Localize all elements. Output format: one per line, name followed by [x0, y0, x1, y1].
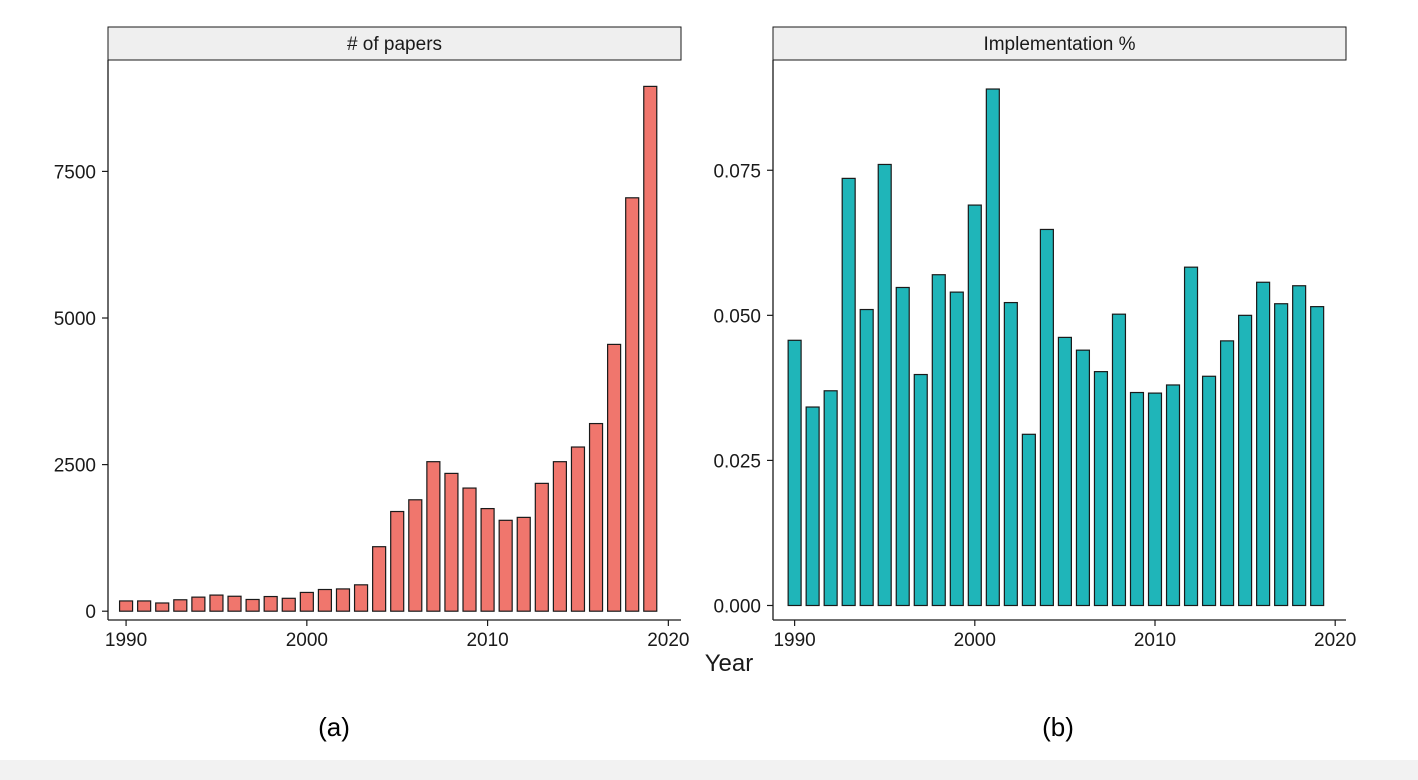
papers-bar-2017 [607, 343, 622, 612]
papers-bar-2000 [299, 591, 314, 612]
implementation-bar-2015 [1238, 314, 1253, 607]
implementation-panel: Implementation % 0.000 0.025 0.050 0.075 19… [713, 26, 1356, 742]
papers-bar-2019 [643, 85, 658, 612]
implementation-caption: (b) [1042, 712, 1074, 742]
papers-caption: (a) [318, 712, 350, 742]
implementation-bar-2011 [1165, 384, 1181, 607]
implementation-bar-1994 [859, 308, 874, 607]
implementation-bar-1997 [913, 373, 928, 607]
implementation-x-tick-label: 1990 [773, 630, 815, 651]
papers-bar-2009 [462, 487, 477, 612]
papers-bar-2014 [552, 461, 568, 612]
implementation-bar-2004 [1039, 228, 1054, 607]
papers-x-tick-label: 2020 [647, 630, 689, 651]
papers-bar-1993 [173, 599, 188, 612]
papers-title: # of papers [347, 34, 442, 55]
implementation-y-tick-label: 0.050 [713, 306, 761, 327]
papers-bar-2012 [516, 516, 531, 612]
implementation-bars [787, 88, 1325, 607]
implementation-bar-2014 [1219, 340, 1235, 607]
papers-bars [118, 85, 658, 612]
implementation-bar-1990 [787, 339, 802, 607]
papers-bar-2018 [625, 197, 640, 612]
papers-bar-2008 [444, 472, 459, 612]
papers-bar-2010 [480, 507, 495, 612]
implementation-x-ticks: 1990 2000 2010 2020 [773, 620, 1356, 651]
papers-bar-1992 [155, 602, 170, 612]
papers-y-tick-label: 0 [85, 602, 96, 623]
implementation-bar-2018 [1292, 285, 1307, 607]
papers-bar-1991 [137, 600, 152, 612]
papers-y-tick-label: 2500 [54, 456, 96, 477]
implementation-bar-2008 [1111, 313, 1127, 607]
papers-bar-2016 [588, 422, 604, 612]
papers-bar-2002 [335, 588, 351, 612]
implementation-x-tick-label: 2010 [1134, 630, 1176, 651]
implementation-x-tick-label: 2000 [954, 630, 996, 651]
papers-strip [107, 26, 682, 61]
implementation-bar-2001 [985, 88, 1000, 607]
papers-bar-2005 [390, 510, 405, 612]
papers-bar-1994 [191, 596, 206, 612]
papers-bar-1996 [227, 595, 242, 612]
papers-bar-1995 [209, 594, 224, 612]
implementation-y-tick-label: 0.025 [713, 451, 761, 472]
implementation-bar-2017 [1274, 303, 1289, 607]
papers-x-tick-label: 2010 [466, 630, 508, 651]
implementation-bar-2013 [1201, 375, 1217, 607]
implementation-bar-1996 [895, 286, 910, 607]
implementation-title: Implementation % [983, 34, 1135, 55]
implementation-bar-2019 [1310, 306, 1325, 607]
implementation-strip [772, 26, 1347, 61]
implementation-bar-2005 [1057, 336, 1072, 607]
papers-y-tick-label: 7500 [54, 162, 96, 183]
papers-x-tick-label: 2000 [286, 630, 328, 651]
x-axis-title: Year [705, 650, 754, 677]
implementation-bar-1993 [841, 177, 856, 607]
implementation-y-tick-label: 0.000 [713, 596, 761, 617]
papers-bar-1990 [118, 600, 134, 612]
papers-x-tick-label: 1990 [105, 630, 147, 651]
papers-bar-2001 [317, 588, 333, 612]
papers-bar-1997 [245, 598, 260, 612]
implementation-bar-2016 [1256, 281, 1271, 607]
footer-band [0, 760, 1418, 780]
papers-y-ticks: 0 2500 5000 7500 [54, 162, 108, 623]
papers-bar-2004 [372, 546, 387, 612]
implementation-bar-2010 [1147, 392, 1163, 607]
papers-bar-2003 [353, 584, 369, 612]
implementation-bar-2007 [1093, 371, 1109, 607]
implementation-bar-1992 [823, 390, 838, 607]
implementation-bar-1998 [931, 274, 946, 607]
papers-bar-2013 [534, 482, 549, 612]
implementation-bar-2000 [967, 204, 982, 607]
implementation-bar-2003 [1021, 433, 1036, 607]
papers-bar-2015 [570, 446, 586, 612]
implementation-bar-2006 [1075, 349, 1091, 607]
papers-bar-1998 [263, 595, 278, 612]
papers-bar-2011 [498, 519, 513, 612]
papers-y-tick-label: 5000 [54, 309, 96, 330]
papers-bar-2007 [426, 461, 441, 612]
implementation-bar-1999 [949, 291, 964, 607]
implementation-x-tick-label: 2020 [1314, 630, 1356, 651]
papers-bar-2006 [408, 499, 423, 612]
implementation-bar-1991 [805, 406, 820, 607]
papers-bar-1999 [281, 597, 296, 612]
papers-panel: # of papers 0 2500 5000 7500 1990 2000 2010 20… [54, 26, 689, 742]
implementation-bar-2002 [1003, 301, 1018, 607]
implementation-y-tick-label: 0.075 [713, 161, 761, 182]
implementation-bar-2012 [1183, 266, 1199, 607]
implementation-bar-1995 [877, 163, 892, 607]
implementation-bar-2009 [1129, 391, 1145, 607]
implementation-y-ticks: 0.000 0.025 0.050 0.075 [713, 161, 773, 617]
papers-x-ticks: 1990 2000 2010 2020 [105, 620, 689, 651]
